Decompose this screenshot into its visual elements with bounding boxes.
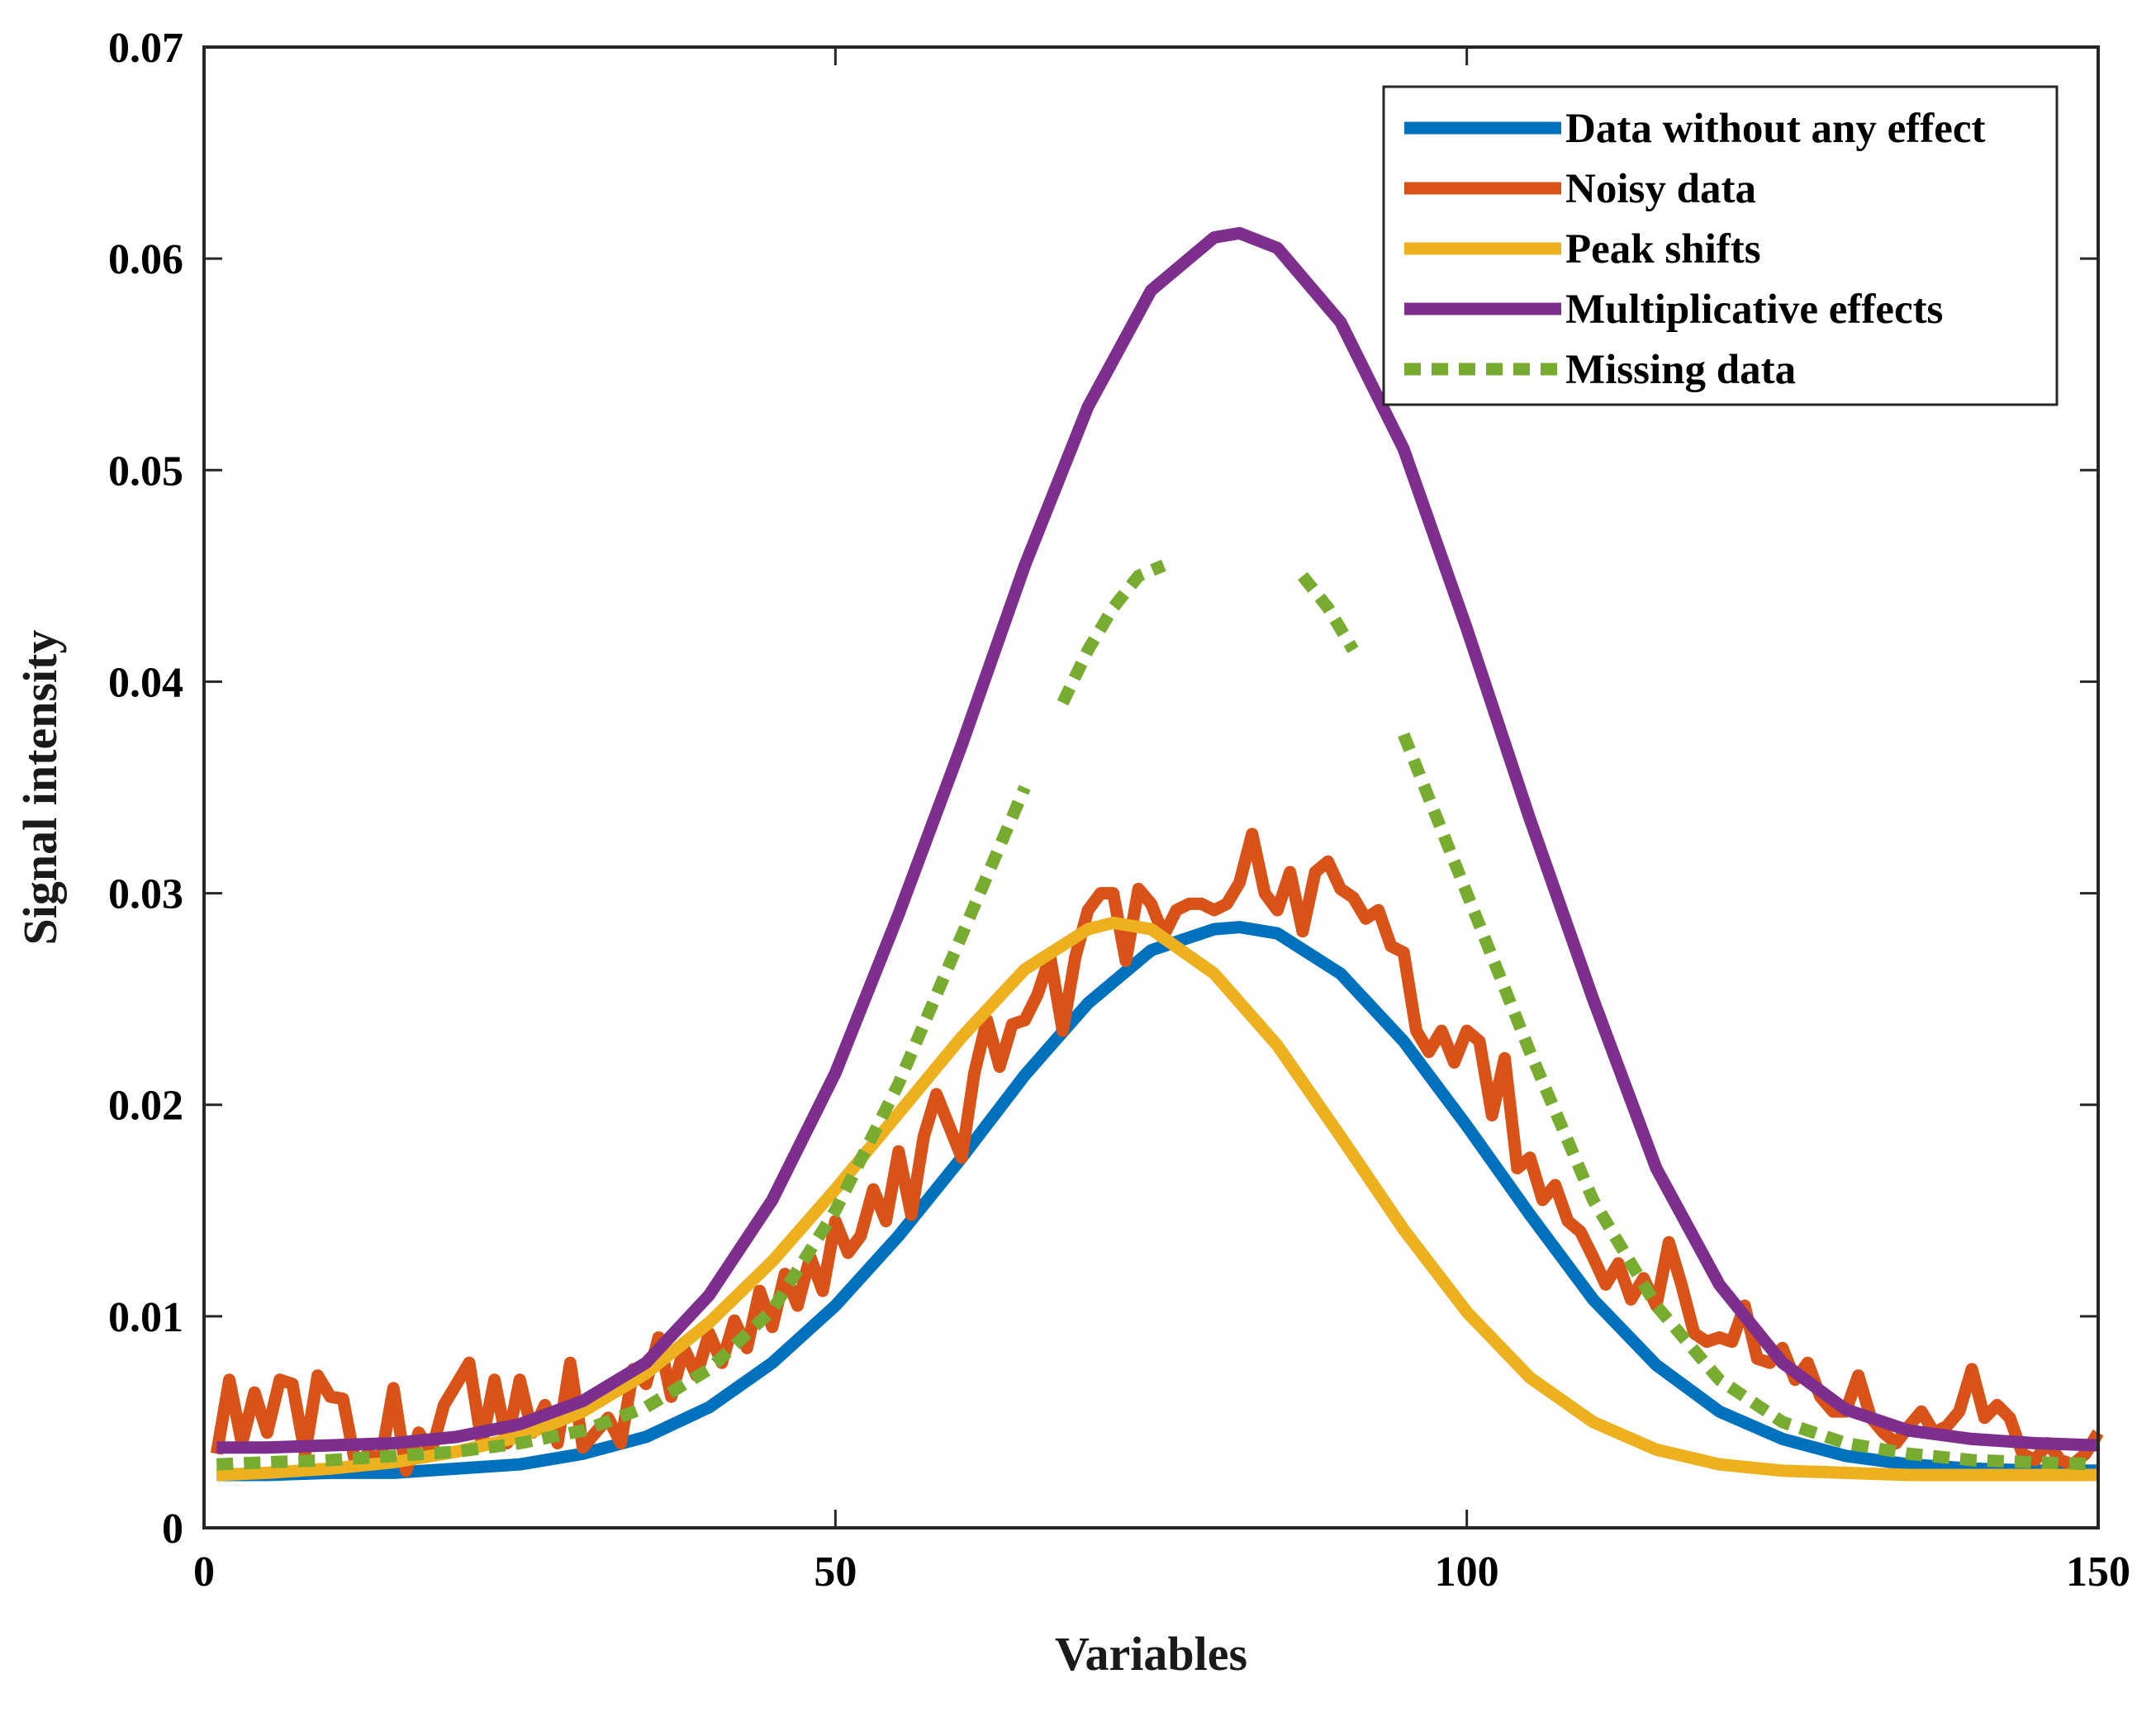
x-tick-label: 50 <box>814 1548 857 1596</box>
y-tick-label: 0.07 <box>108 25 183 72</box>
x-axis-title: Variables <box>1055 1627 1247 1681</box>
y-tick-label: 0.03 <box>108 871 183 918</box>
series-line-5-segment-3 <box>1298 571 1359 653</box>
x-tick-label: 0 <box>193 1548 215 1596</box>
series-line-5-segment-1 <box>216 785 1031 1471</box>
legend: Data without any effect Noisy data Peak sh… <box>1382 85 2059 406</box>
y-tick-label: 0 <box>162 1506 183 1553</box>
series-line-4 <box>216 226 2099 1454</box>
legend-label-3: Peak shifts <box>1565 226 1761 273</box>
series-line-3 <box>216 916 2098 1482</box>
y-tick-label: 0.01 <box>108 1294 183 1341</box>
x-tick-label: 100 <box>1435 1548 1499 1596</box>
series-line-5-segment-2 <box>1057 559 1166 706</box>
tick-layer: 0 50 100 150 0 0.01 0.02 0.03 0.04 0.05 0.06 0.07 <box>108 25 2130 1596</box>
legend-label-2: Noisy data <box>1565 166 1756 212</box>
y-tick-label: 0.06 <box>108 236 183 283</box>
legend-label-4: Multiplicative effects <box>1565 287 1943 333</box>
y-tick-label: 0.02 <box>108 1083 183 1130</box>
legend-label-5: Missing data <box>1565 347 1796 393</box>
y-tick-label: 0.05 <box>108 448 183 495</box>
legend-label-1: Data without any effect <box>1565 106 1985 152</box>
series-line-1 <box>216 921 2098 1482</box>
x-tick-label: 150 <box>2066 1548 2130 1596</box>
y-axis-title: Signal intensity <box>13 630 67 946</box>
series-line-5-segment-4 <box>1398 732 2099 1471</box>
series-layer <box>210 226 2104 1482</box>
y-tick-label: 0.04 <box>108 659 183 706</box>
plot-frame <box>202 45 2100 1529</box>
